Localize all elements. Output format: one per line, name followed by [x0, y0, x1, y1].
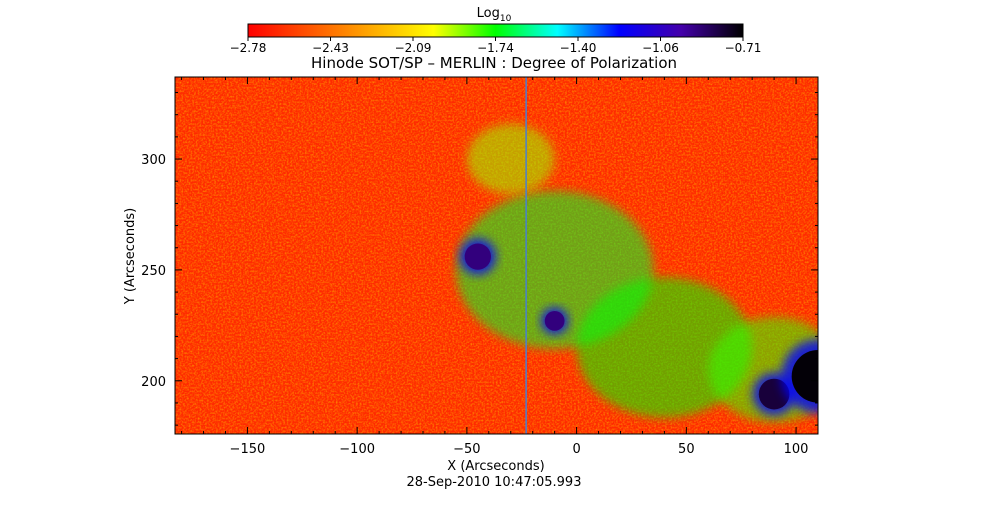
x-tick-label: 50	[678, 442, 695, 457]
colorbar-label-subscript: 10	[500, 14, 512, 24]
network-region	[466, 123, 555, 195]
x-tick-label: −50	[453, 442, 480, 457]
colorbar-label-main: Log	[477, 6, 500, 21]
colorbar-tick-label: −2.09	[395, 41, 432, 55]
colorbar-tick-label: −1.74	[477, 41, 514, 55]
pore	[791, 350, 818, 403]
x-axis-label: X (Arcseconds)	[447, 459, 544, 474]
y-tick-label: 300	[141, 153, 166, 168]
colorbar-tick-label: −0.71	[725, 41, 762, 55]
colorbar: Log10 −2.78 −2.43 −2.09 −1.74 −1.40 −1.06 −0.7…	[230, 6, 762, 55]
colorbar-ticks: −2.78 −2.43 −2.09 −1.74 −1.40 −1.06 −0.71	[230, 37, 762, 55]
y-axis-label: Y (Arcseconds)	[123, 208, 138, 305]
colorbar-tick-label: −1.40	[560, 41, 597, 55]
heatmap-plot	[175, 77, 818, 434]
heatmap-features	[455, 123, 818, 423]
y-tick-label: 250	[141, 264, 166, 279]
y-tick-label: 200	[141, 375, 166, 390]
colorbar-tick-label: −2.43	[312, 41, 349, 55]
plot-frame	[174, 76, 819, 435]
pore	[464, 243, 492, 270]
colorbar-strip	[247, 23, 744, 38]
x-tick-label: 100	[784, 442, 809, 457]
x-axis-ticks: −150 −100 −50 0 50 100	[181, 77, 819, 457]
y-axis-ticks: 200 250 300	[141, 92, 818, 426]
colorbar-label: Log10	[477, 6, 512, 24]
network-region	[576, 277, 753, 418]
colorbar-tick-label: −1.06	[642, 41, 679, 55]
x-tick-label: 0	[572, 442, 580, 457]
timestamp: 28-Sep-2010 10:47:05.993	[407, 475, 582, 490]
colorbar-tick-label: −2.78	[230, 41, 267, 55]
pore	[758, 378, 790, 410]
x-tick-label: −150	[230, 442, 266, 457]
x-tick-label: −100	[339, 442, 375, 457]
chart-title: Hinode SOT/SP – MERLIN : Degree of Polar…	[311, 54, 677, 72]
pore	[544, 311, 565, 331]
